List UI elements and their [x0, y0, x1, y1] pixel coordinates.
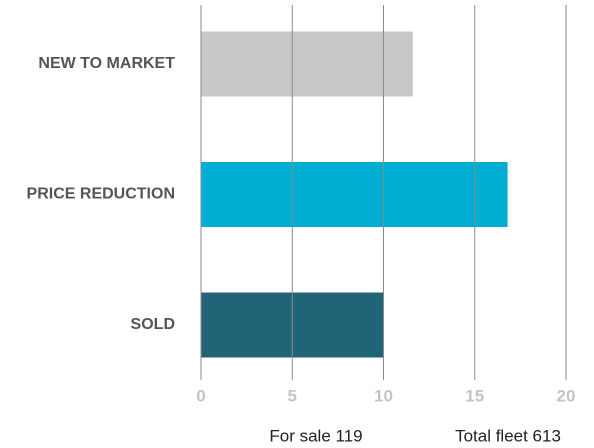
- x-tick-label: 15: [465, 386, 484, 405]
- y-tick-label: NEW TO MARKET: [38, 55, 175, 72]
- y-tick-label: SOLD: [131, 316, 175, 333]
- footer-text: For sale 119: [269, 426, 362, 445]
- x-tick-label: 5: [288, 386, 297, 405]
- bar: [201, 162, 508, 227]
- x-tick-label: 10: [374, 386, 393, 405]
- x-tick-label: 0: [196, 386, 205, 405]
- y-tick-label: PRICE REDUCTION: [27, 186, 175, 203]
- x-tick-label: 20: [557, 386, 576, 405]
- footer-text: Total fleet 613: [455, 426, 561, 445]
- bar: [201, 31, 413, 97]
